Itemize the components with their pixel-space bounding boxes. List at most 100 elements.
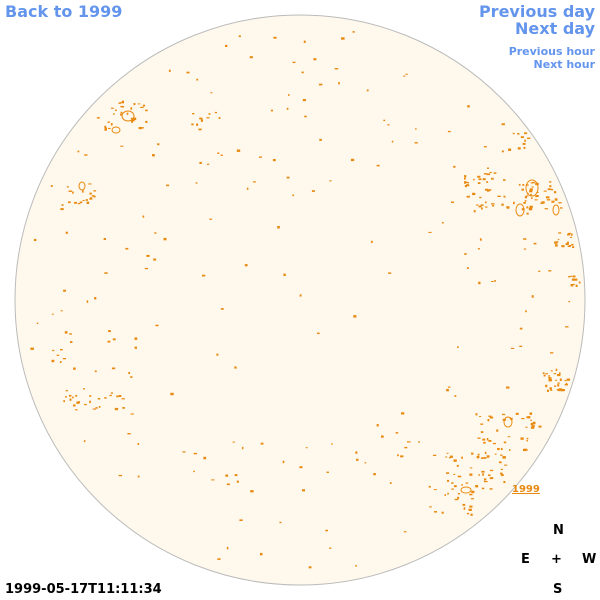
feature-mark bbox=[64, 331, 68, 334]
feature-mark bbox=[553, 373, 557, 375]
feature-mark bbox=[486, 181, 489, 183]
feature-mark bbox=[137, 103, 141, 105]
feature-mark bbox=[226, 546, 229, 550]
feature-mark bbox=[530, 426, 535, 429]
feature-mark bbox=[564, 379, 567, 382]
feature-mark bbox=[529, 188, 533, 191]
feature-mark bbox=[182, 451, 186, 453]
feature-mark bbox=[464, 185, 467, 188]
feature-mark bbox=[487, 167, 489, 169]
feature-mark bbox=[454, 498, 458, 501]
feature-mark bbox=[501, 203, 504, 206]
feature-mark bbox=[341, 37, 345, 40]
feature-mark bbox=[118, 102, 121, 104]
feature-mark bbox=[554, 191, 557, 194]
feature-mark bbox=[107, 121, 110, 123]
feature-mark bbox=[130, 413, 134, 415]
feature-mark bbox=[193, 452, 197, 455]
feature-mark bbox=[383, 119, 386, 122]
feature-mark bbox=[464, 177, 466, 180]
feature-mark bbox=[464, 182, 466, 184]
feature-mark bbox=[128, 371, 130, 374]
feature-mark bbox=[355, 451, 358, 454]
feature-mark bbox=[485, 201, 487, 204]
feature-mark bbox=[51, 359, 55, 363]
feature-mark bbox=[98, 406, 101, 408]
previous-day-link[interactable]: Previous day bbox=[478, 2, 595, 21]
feature-mark bbox=[466, 184, 470, 187]
back-to-year-link[interactable]: Back to 1999 bbox=[5, 2, 123, 21]
feature-mark bbox=[543, 190, 547, 192]
feature-mark bbox=[134, 337, 138, 340]
previous-hour-link[interactable]: Previous hour bbox=[508, 45, 595, 58]
next-hour-link[interactable]: Next hour bbox=[533, 58, 596, 71]
feature-mark bbox=[250, 490, 254, 493]
feature-mark bbox=[464, 175, 467, 178]
feature-mark bbox=[478, 178, 482, 181]
feature-mark bbox=[199, 161, 202, 164]
feature-mark bbox=[506, 386, 510, 389]
feature-mark bbox=[206, 117, 210, 119]
feature-mark bbox=[429, 506, 432, 508]
feature-mark bbox=[447, 386, 451, 388]
magnetic-features bbox=[30, 31, 581, 569]
feature-mark bbox=[532, 181, 535, 184]
feature-mark bbox=[51, 313, 54, 315]
feature-mark bbox=[466, 512, 470, 515]
feature-mark bbox=[525, 184, 529, 186]
feature-mark bbox=[527, 137, 531, 139]
feature-mark bbox=[482, 473, 484, 476]
solar-disk bbox=[14, 14, 586, 586]
feature-mark bbox=[65, 396, 67, 398]
feature-mark bbox=[364, 462, 367, 464]
feature-mark bbox=[118, 474, 123, 477]
next-day-link[interactable]: Next day bbox=[515, 19, 595, 38]
feature-mark bbox=[554, 198, 558, 201]
feature-mark bbox=[478, 281, 481, 285]
feature-mark bbox=[121, 398, 125, 400]
feature-mark bbox=[555, 379, 558, 381]
feature-mark bbox=[548, 377, 552, 379]
year-marker-link[interactable]: 1999 bbox=[512, 484, 540, 495]
feature-mark bbox=[104, 128, 107, 131]
feature-mark bbox=[464, 181, 467, 183]
feature-mark bbox=[524, 200, 527, 202]
feature-mark bbox=[568, 232, 571, 235]
feature-mark bbox=[428, 485, 431, 488]
feature-mark bbox=[520, 136, 524, 138]
feature-mark bbox=[519, 327, 523, 330]
feature-mark bbox=[277, 226, 280, 229]
feature-mark bbox=[95, 407, 98, 409]
feature-mark bbox=[544, 208, 548, 210]
feature-mark bbox=[523, 248, 527, 250]
feature-mark bbox=[578, 281, 581, 284]
feature-mark bbox=[483, 173, 488, 175]
feature-mark bbox=[94, 297, 97, 300]
feature-mark bbox=[272, 159, 276, 162]
feature-mark bbox=[63, 289, 66, 292]
feature-mark bbox=[69, 398, 72, 401]
feature-mark bbox=[104, 125, 107, 129]
feature-mark bbox=[555, 368, 558, 371]
feature-mark bbox=[550, 189, 554, 191]
feature-mark bbox=[533, 242, 537, 245]
feature-mark bbox=[485, 188, 489, 191]
feature-mark bbox=[548, 375, 550, 377]
feature-mark bbox=[498, 461, 502, 464]
feature-mark bbox=[299, 294, 302, 297]
feature-mark bbox=[550, 352, 554, 354]
feature-mark bbox=[477, 437, 481, 439]
feature-mark bbox=[562, 245, 565, 248]
feature-mark bbox=[244, 264, 248, 267]
feature-mark bbox=[238, 35, 241, 38]
feature-mark bbox=[497, 448, 500, 451]
feature-mark bbox=[571, 278, 575, 281]
feature-mark bbox=[540, 202, 543, 204]
feature-mark bbox=[211, 479, 215, 481]
feature-mark bbox=[199, 117, 203, 120]
feature-mark bbox=[329, 547, 332, 549]
feature-mark bbox=[214, 111, 217, 114]
feature-mark bbox=[469, 505, 473, 508]
feature-mark bbox=[457, 493, 460, 495]
feature-mark bbox=[501, 150, 504, 153]
